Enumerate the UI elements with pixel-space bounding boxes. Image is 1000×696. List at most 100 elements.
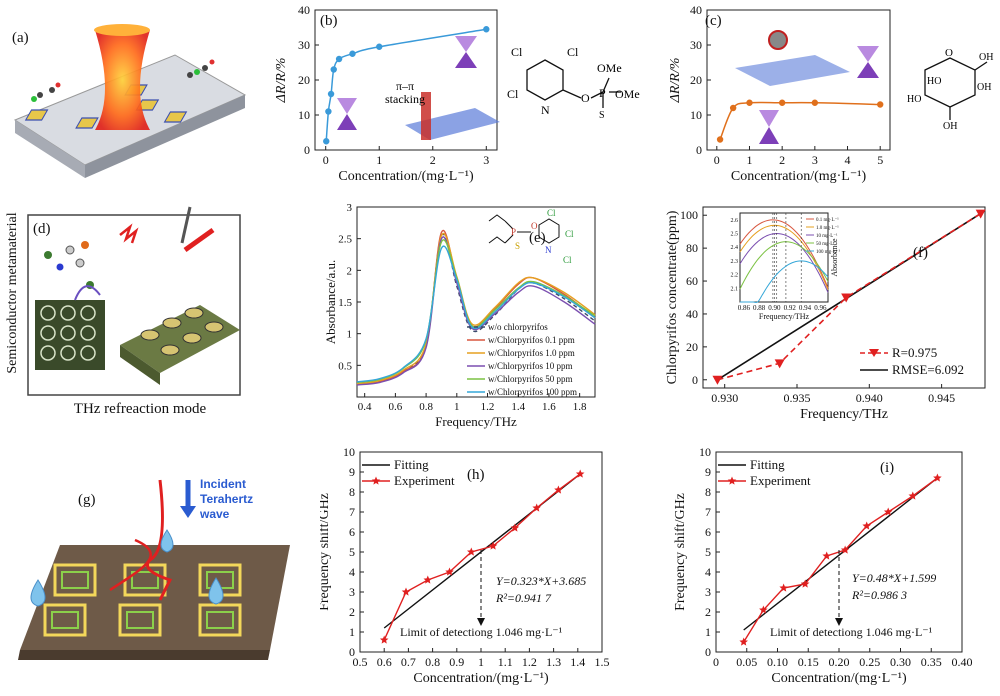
x-tick-label: 0.935 bbox=[784, 391, 811, 405]
x-tick-label: 1.3 bbox=[546, 655, 561, 669]
y-tick-label: 4 bbox=[349, 565, 355, 579]
data-point-star bbox=[575, 469, 585, 478]
y-axis-label: ΔR/R/% bbox=[274, 58, 289, 104]
panel-label-g: (g) bbox=[78, 492, 96, 508]
data-point-star bbox=[445, 567, 454, 576]
chlorpyrifos-methyl-structure: Cl Cl Cl N O P S OMe OMe bbox=[507, 45, 640, 121]
molecule-b: Cl Cl Cl N O P S OMe OMe bbox=[505, 40, 645, 121]
molecule-cluster bbox=[768, 30, 788, 50]
mol-e-cl3: Cl bbox=[563, 255, 572, 265]
y-tick-label: 10 bbox=[699, 445, 711, 459]
x-tick-label: 1 bbox=[376, 153, 382, 167]
data-point bbox=[330, 66, 337, 73]
data-point-star bbox=[759, 605, 768, 614]
fit-equation: Y=0.323*X+3.685 bbox=[496, 574, 586, 588]
x-axis-label: Frequency/THz bbox=[435, 414, 517, 429]
series-line-3 bbox=[356, 236, 596, 386]
inset-y-tick-label: 2.4 bbox=[731, 245, 739, 251]
y-axis-label: Frequency shift/GHz bbox=[320, 493, 332, 611]
x-tick-label: 0 bbox=[713, 655, 719, 669]
metamaterial-graphene-illustration bbox=[13, 24, 247, 178]
chlorpyrifos-structure: P S O N Cl Cl Cl bbox=[488, 208, 574, 265]
y-tick-label: 0 bbox=[692, 373, 698, 387]
x-axis-label: Concentration/(mg·L⁻¹) bbox=[413, 671, 549, 686]
x-tick-label: 1.2 bbox=[522, 655, 537, 669]
inset-x-tick-label: 0.94 bbox=[799, 304, 812, 312]
data-point-star bbox=[554, 485, 563, 494]
x-tick-label: 0.9 bbox=[449, 655, 464, 669]
data-point bbox=[716, 136, 724, 143]
mol-b-cl3: Cl bbox=[507, 87, 519, 101]
limit-label: Limit of detectiong 1.046 mg·L⁻¹ bbox=[400, 625, 563, 639]
y-tick-label: 20 bbox=[298, 73, 310, 87]
mol-b-cl2: Cl bbox=[567, 45, 579, 59]
inset-series-3 bbox=[739, 241, 829, 290]
y-tick-label: 3 bbox=[347, 202, 353, 214]
y-tick-label: 0.5 bbox=[338, 360, 352, 372]
x-tick-label: 0.8 bbox=[425, 655, 440, 669]
cone-top-c1 bbox=[857, 46, 879, 62]
y-tick-label: 1 bbox=[705, 625, 711, 639]
inset-frame bbox=[739, 212, 829, 303]
plot-frame bbox=[702, 206, 986, 389]
x-tick-label: 0.930 bbox=[711, 391, 738, 405]
x-tick-label: 0.5 bbox=[353, 655, 368, 669]
inset-y-tick-label: 2.6 bbox=[731, 218, 739, 224]
x-tick-label: 0.20 bbox=[829, 655, 850, 669]
data-point bbox=[975, 209, 986, 219]
y-axis-label: Chlorpyrifos concentrate(ppm) bbox=[665, 210, 680, 384]
x-tick-label: 1 bbox=[478, 655, 484, 669]
x-tick-label: 1.4 bbox=[570, 655, 585, 669]
y-tick-label: 2.5 bbox=[338, 234, 352, 246]
x-tick-label: 1.5 bbox=[595, 655, 610, 669]
data-point-star bbox=[401, 587, 411, 596]
caption-d: THz refreaction mode bbox=[73, 401, 207, 417]
panel-label-h: (h) bbox=[467, 467, 485, 483]
mol-b-p: P bbox=[599, 86, 606, 100]
stacking-beam bbox=[421, 92, 431, 140]
x-tick-label: 2 bbox=[430, 153, 436, 167]
mol-b-n: N bbox=[541, 103, 550, 117]
x-tick-label: 0.6 bbox=[377, 655, 392, 669]
inset-x-tick-label: 0.86 bbox=[738, 304, 751, 312]
molecule-e: P S O N Cl Cl Cl bbox=[487, 207, 582, 267]
y-tick-label: 10 bbox=[343, 445, 355, 459]
panel-b: 0 1 2 3 0 10 20 30 40 Concentration/(mg·L⁻¹) ΔR/R/… bbox=[265, 0, 505, 190]
inset-legend-label: 50 mg·L⁻¹ bbox=[816, 241, 838, 247]
data-point-star bbox=[739, 637, 748, 646]
data-point bbox=[335, 55, 343, 63]
y-tick-label: 8 bbox=[705, 485, 711, 499]
x-tick-label: 1.4 bbox=[511, 401, 525, 413]
mol-b-ome1: OMe bbox=[597, 61, 622, 75]
fructose-structure: O HO OH OH HO OH bbox=[907, 47, 993, 132]
mol-e-o: O bbox=[531, 221, 538, 231]
panel-label-e: (e) bbox=[529, 230, 546, 246]
x-tick-label: 0.35 bbox=[921, 655, 942, 669]
cone-top-c2 bbox=[759, 110, 779, 127]
inset-y-tick-label: 2.1 bbox=[731, 286, 739, 292]
y-tick-label: 6 bbox=[349, 525, 355, 539]
y-tick-label: 30 bbox=[298, 38, 310, 52]
y-tick-label: 2 bbox=[347, 265, 353, 277]
data-point-star bbox=[379, 635, 389, 644]
y-tick-label: 10 bbox=[298, 108, 310, 122]
data-point-star bbox=[862, 521, 871, 530]
x-axis-label: Frequency/THz bbox=[800, 407, 888, 422]
fit-curve bbox=[719, 101, 881, 140]
x-tick-label: 0.945 bbox=[928, 391, 955, 405]
y-tick-label: 6 bbox=[705, 525, 711, 539]
inset-y-axis-label: Absorbance bbox=[830, 238, 839, 277]
mol-e-s: S bbox=[515, 241, 520, 251]
x-tick-label: 1.1 bbox=[498, 655, 513, 669]
data-line bbox=[717, 212, 982, 381]
data-point-star bbox=[510, 523, 520, 532]
y-tick-label: 1 bbox=[349, 625, 355, 639]
mol-b-o: O bbox=[581, 91, 590, 105]
panel-label-a: (a) bbox=[12, 30, 29, 46]
graphene-sheet bbox=[405, 108, 500, 140]
y-tick-label: 20 bbox=[686, 340, 698, 354]
x-tick-label: 1.6 bbox=[542, 401, 556, 413]
x-tick-label: 0.30 bbox=[890, 655, 911, 669]
y-axis-label: Absorbance/a.u. bbox=[325, 260, 338, 344]
data-point-star bbox=[822, 551, 831, 560]
